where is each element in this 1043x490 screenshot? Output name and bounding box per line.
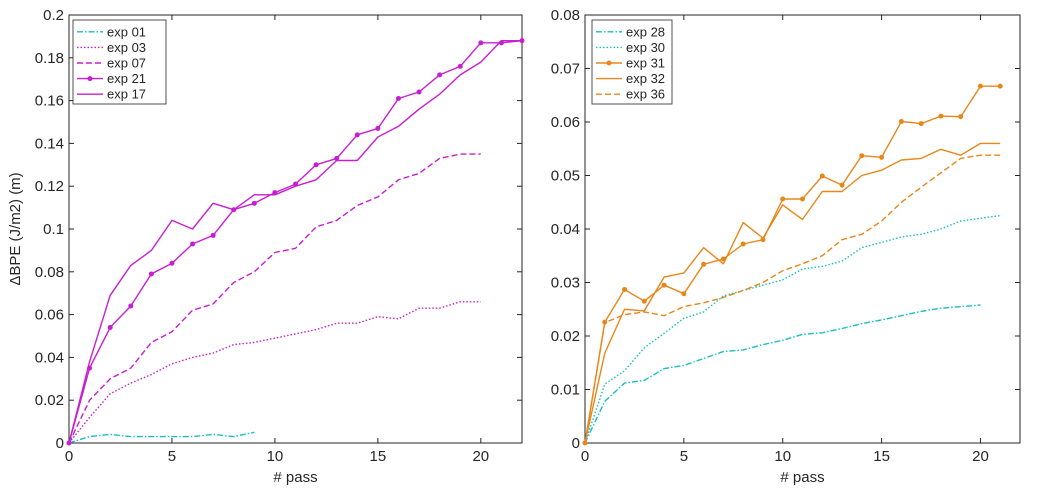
data-point — [780, 196, 786, 202]
y-tick-label: 0.06 — [35, 307, 64, 324]
data-point — [375, 125, 381, 131]
data-point — [997, 83, 1003, 89]
legend-box — [591, 19, 673, 105]
data-point — [800, 196, 805, 202]
data-point — [416, 89, 422, 95]
data-point — [169, 260, 175, 266]
x-tick-label: 15 — [370, 448, 387, 465]
x-tick-label: 10 — [267, 448, 284, 465]
data-point — [457, 63, 463, 69]
legend-label: exp 01 — [107, 24, 146, 39]
y-tick-label: 0.07 — [551, 61, 580, 78]
series-line-exp-28 — [584, 304, 981, 444]
y-tick-label: 0.18 — [35, 50, 64, 67]
legend-label: exp 17 — [107, 87, 146, 102]
x-tick-label: 5 — [680, 448, 688, 465]
y-tick-label: 0.2 — [43, 7, 64, 24]
y-tick-label: 0 — [56, 435, 64, 452]
legend-label: exp 03 — [107, 40, 146, 55]
legend-label: exp 30 — [626, 40, 665, 55]
x-tick-label: 5 — [168, 448, 176, 465]
data-point — [251, 200, 257, 206]
y-tick-label: 0.03 — [551, 275, 580, 292]
data-point — [190, 241, 196, 247]
legend-label: exp 32 — [626, 71, 665, 86]
x-axis-label: # pass — [273, 469, 317, 486]
chart-1: 0 0.02 0.04 0.06 0.08 0.1 0.12 0.14 0.16 0.18 0.2 0… — [7, 7, 525, 486]
y-tick-label: 0.02 — [35, 392, 64, 409]
data-point — [334, 155, 340, 161]
y-tick-label: 0 — [572, 435, 580, 452]
x-tick-label: 0 — [581, 448, 589, 465]
x-tick-label: 10 — [774, 448, 791, 465]
data-point — [313, 162, 319, 168]
data-point — [148, 271, 154, 277]
data-point — [760, 237, 766, 243]
data-point — [839, 182, 845, 188]
data-point — [879, 154, 885, 160]
series-line-exp-01 — [68, 431, 255, 444]
y-tick-label: 0.16 — [35, 93, 64, 110]
data-point — [128, 303, 134, 309]
data-point — [958, 114, 964, 120]
data-point — [681, 291, 687, 297]
chart-2: 0 0.01 0.02 0.03 0.04 0.05 0.06 0.07 0.08 0 5 10 15 2… — [551, 7, 1021, 486]
y-tick-label: 0.08 — [35, 264, 64, 281]
data-point — [819, 173, 825, 179]
y-tick-label: 0.1 — [43, 221, 64, 238]
y-axis-label: ΔBPE (J/m2) (m) — [7, 172, 24, 285]
y-tick-label: 0.08 — [551, 7, 580, 24]
legend-box — [72, 19, 167, 105]
x-tick-label: 0 — [65, 448, 73, 465]
y-tick-label: 0.04 — [551, 221, 580, 238]
data-point — [437, 72, 443, 78]
series-line-exp-07 — [68, 153, 481, 444]
y-tick-label: 0.12 — [35, 178, 64, 195]
data-point — [622, 286, 628, 292]
y-tick-label: 0.05 — [551, 168, 580, 185]
x-tick-label: 15 — [873, 448, 890, 465]
series-line-exp-32 — [584, 142, 1001, 444]
y-tick-label: 0.04 — [35, 349, 64, 366]
legend-marker — [87, 76, 93, 82]
x-tick-label: 20 — [472, 448, 489, 465]
x-axis-label: # pass — [780, 469, 824, 486]
data-point — [354, 132, 360, 138]
series-line-exp-17 — [68, 40, 522, 444]
legend-label: exp 07 — [107, 56, 146, 71]
data-point — [395, 95, 401, 101]
legend-label: exp 21 — [107, 71, 146, 86]
legend-marker — [606, 60, 612, 66]
data-point — [918, 121, 924, 127]
data-point — [859, 153, 865, 159]
series-line-exp-03 — [68, 301, 481, 444]
legend-label: exp 28 — [626, 24, 665, 39]
series-line-exp-36 — [584, 154, 1001, 444]
data-point — [661, 282, 667, 288]
data-point — [210, 232, 216, 238]
series-line-exp-30 — [584, 214, 1001, 444]
y-tick-label: 0.14 — [35, 135, 64, 152]
data-point — [938, 113, 944, 119]
data-point — [107, 324, 113, 330]
y-tick-label: 0.01 — [551, 382, 580, 399]
x-tick-label: 20 — [972, 448, 989, 465]
data-point — [977, 83, 983, 89]
data-point — [740, 241, 746, 247]
legend-label: exp 31 — [626, 56, 665, 71]
data-point — [701, 261, 707, 267]
y-tick-label: 0.02 — [551, 328, 580, 345]
data-point — [641, 298, 647, 304]
legend-label: exp 36 — [626, 87, 665, 102]
data-point — [898, 118, 904, 124]
y-tick-label: 0.06 — [551, 114, 580, 131]
data-point — [478, 40, 484, 46]
